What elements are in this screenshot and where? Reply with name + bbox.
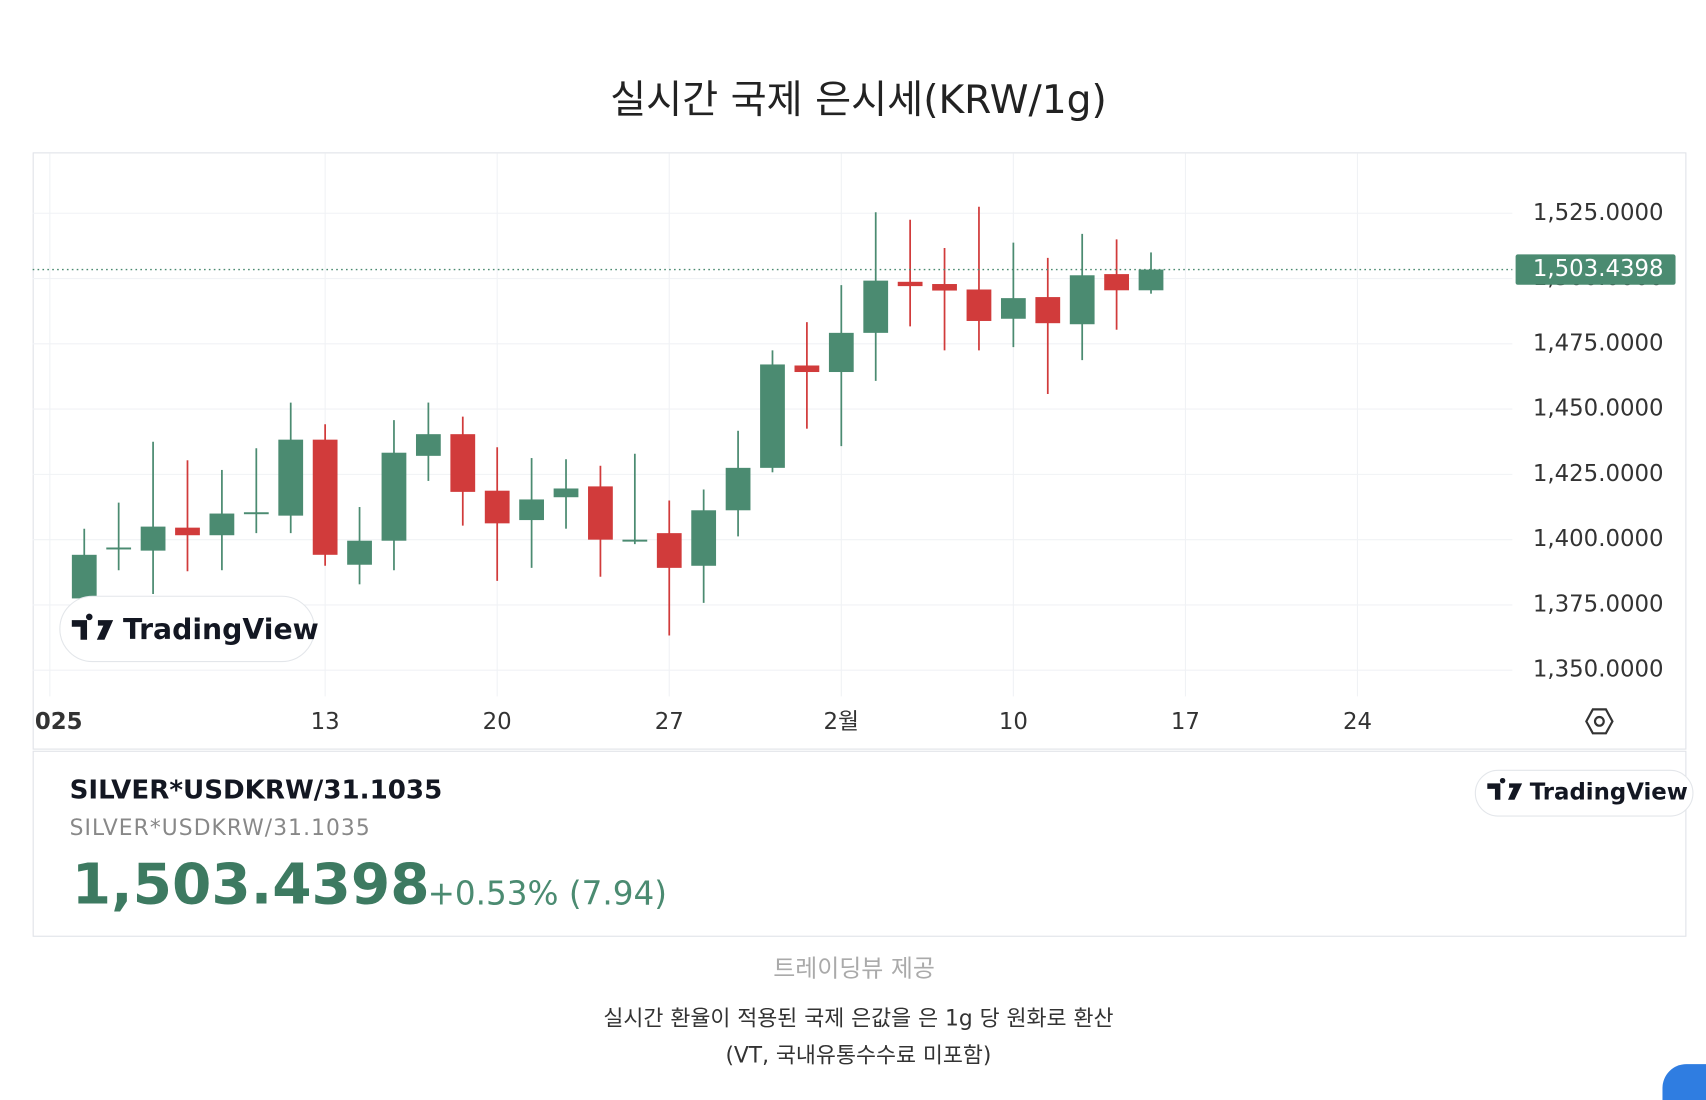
- price: 1,503.4398: [72, 851, 430, 917]
- badge-pill[interactable]: [1474, 769, 1694, 817]
- credit: 트레이딩뷰 제공: [773, 954, 935, 982]
- candle-body: [1104, 274, 1129, 291]
- candle-body: [484, 490, 510, 524]
- candle-body: [897, 281, 923, 287]
- watermark: TradingView: [59, 595, 319, 663]
- chart-frame: [32, 152, 1687, 750]
- page-title: 실시간 국제 은시세(KRW/1g): [610, 78, 1107, 123]
- candle-body: [71, 554, 97, 599]
- y-tick-label: 1,400.0000: [1533, 526, 1664, 552]
- price-change: +0.53% (7.94): [428, 874, 667, 912]
- settings-dot[interactable]: [1593, 715, 1605, 727]
- x-tick-label: 17: [1171, 709, 1200, 735]
- candle-body: [278, 439, 304, 516]
- candle-body: [209, 513, 235, 536]
- candle-body: [519, 499, 544, 521]
- note: (VT, 국내유통수수료 미포함): [725, 1043, 991, 1068]
- y-tick-label: 1,350.0000: [1533, 657, 1664, 683]
- y-tick-label: 1,375.0000: [1533, 591, 1664, 617]
- x-tick-label: 13: [311, 709, 340, 735]
- badge-logo[interactable]: [1487, 777, 1523, 800]
- candle-body: [1138, 269, 1164, 291]
- x-tick-label: 10: [999, 709, 1028, 735]
- candle-body: [760, 364, 785, 468]
- watermark-text: TradingView: [123, 613, 319, 646]
- candle-body: [932, 284, 957, 291]
- candle-body: [106, 547, 132, 550]
- y-tick-label: 1,425.0000: [1533, 461, 1664, 487]
- candle-body: [794, 365, 820, 373]
- x-tick-label: 025: [35, 709, 83, 735]
- settings-icon[interactable]: [1585, 708, 1614, 735]
- settings-hex[interactable]: [1585, 708, 1614, 735]
- candle-body: [863, 280, 889, 333]
- x-tick-label: 20: [483, 709, 512, 735]
- candle-body: [1035, 297, 1061, 324]
- candle-body: [450, 434, 476, 492]
- y-tick-label: 1,475.0000: [1533, 330, 1664, 356]
- symbol[interactable]: SILVER*USDKRW/31.1035: [70, 775, 443, 805]
- candle-body: [243, 512, 269, 515]
- note: 실시간 환율이 적용된 국제 은값을 은 1g 당 원화로 환산: [603, 1006, 1113, 1031]
- symbol-description: SILVER*USDKRW/31.1035: [70, 816, 371, 841]
- candle-body: [175, 527, 200, 536]
- candle-body: [828, 332, 854, 373]
- candle-body: [1000, 298, 1026, 319]
- candle-body: [347, 540, 372, 565]
- last-price-box: [1515, 254, 1676, 285]
- candle-body: [553, 488, 579, 498]
- watermark-logo: [71, 613, 114, 640]
- candle-body: [381, 452, 407, 541]
- badge[interactable]: TradingView: [1474, 769, 1694, 817]
- badge-text[interactable]: TradingView: [1530, 780, 1688, 806]
- x-tick-label: 2월: [824, 709, 860, 735]
- x-tick-label: 24: [1343, 709, 1372, 735]
- candle-body: [588, 486, 613, 540]
- candle-body: [656, 533, 682, 568]
- y-tick-label: 1,450.0000: [1533, 396, 1664, 422]
- candle-body: [725, 467, 751, 511]
- candle-body: [415, 434, 441, 456]
- plot: 1,350.0000 1,375.0000 1,400.0000 1,425.0000…: [32, 153, 1676, 735]
- candle-body: [966, 289, 992, 321]
- candle-body: [312, 439, 338, 555]
- candle-body: [1069, 275, 1095, 325]
- candle-body: [691, 510, 717, 566]
- x-tick-label: 27: [655, 709, 684, 735]
- candle-body: [622, 539, 648, 542]
- candle-body: [140, 526, 166, 551]
- watermark-pill: [59, 595, 315, 663]
- last-price-label: 1,503.4398: [1533, 256, 1664, 282]
- floating-button[interactable]: [1662, 1064, 1706, 1100]
- y-tick-label: 1,525.0000: [1533, 200, 1664, 226]
- quote-panel: [32, 750, 1687, 937]
